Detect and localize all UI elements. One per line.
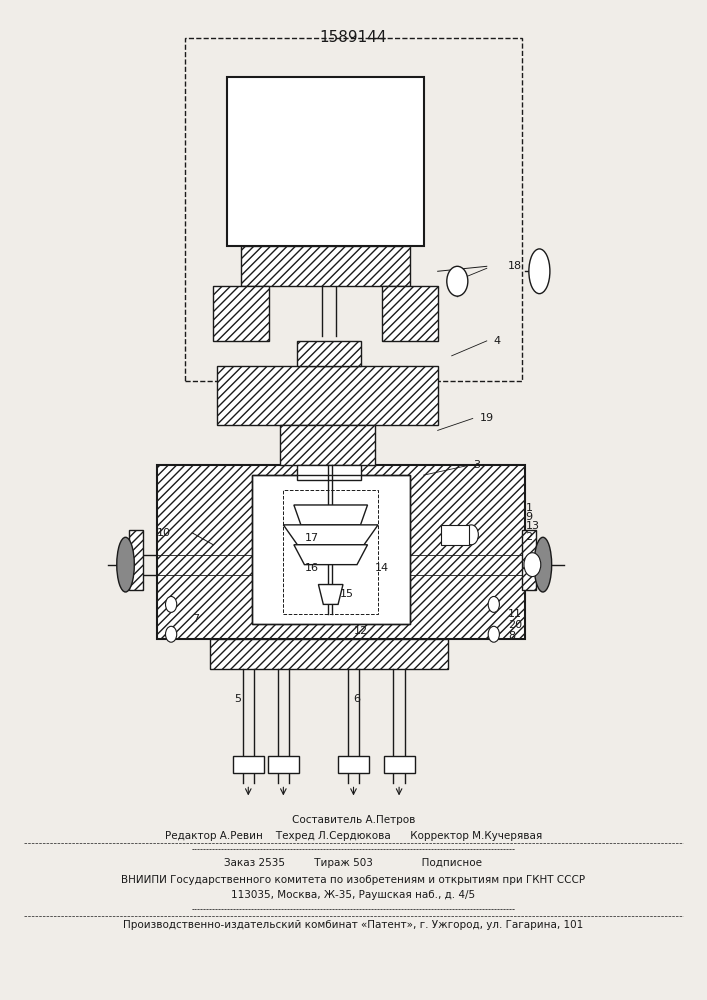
Text: 2: 2	[525, 532, 532, 542]
Circle shape	[488, 626, 499, 642]
Ellipse shape	[529, 249, 550, 294]
Bar	[210, 639, 448, 669]
Text: Производственно-издательский комбинат «Патент», г. Ужгород, ул. Гагарина, 101: Производственно-издательский комбинат «П…	[124, 920, 583, 930]
Circle shape	[464, 525, 479, 545]
Text: ВНИИПИ Государственного комитета по изобретениям и открытиям при ГКНТ СССР: ВНИИПИ Государственного комитета по изоб…	[122, 875, 585, 885]
Text: 6: 6	[354, 694, 361, 704]
Text: 14: 14	[375, 563, 389, 573]
Bar	[522, 530, 536, 589]
Bar	[129, 530, 143, 589]
Circle shape	[165, 626, 177, 642]
Ellipse shape	[534, 537, 551, 592]
Text: 9: 9	[525, 512, 532, 522]
Bar	[298, 341, 361, 366]
Bar	[298, 465, 361, 480]
Text: Редактор А.Ревин    Техред Л.Сердюкова      Корректор М.Кучерявая: Редактор А.Ревин Техред Л.Сердюкова Корр…	[165, 831, 542, 841]
Text: 12: 12	[354, 626, 368, 636]
Circle shape	[524, 553, 541, 577]
Text: 1: 1	[525, 503, 532, 513]
Polygon shape	[284, 525, 378, 545]
Text: 11: 11	[508, 609, 522, 619]
Circle shape	[165, 596, 177, 612]
Text: 17: 17	[305, 533, 319, 543]
Text: 13: 13	[525, 521, 539, 531]
Text: --------------------------------------------------------------------------------: ----------------------------------------…	[192, 905, 515, 914]
Circle shape	[447, 266, 468, 296]
Text: Заказ 2535         Тираж 503               Подписное: Заказ 2535 Тираж 503 Подписное	[225, 858, 482, 868]
Text: 18: 18	[508, 261, 522, 271]
Text: 10: 10	[157, 528, 171, 538]
Text: 7: 7	[192, 614, 199, 624]
Text: 8: 8	[508, 631, 515, 641]
Polygon shape	[318, 585, 343, 604]
Bar	[441, 525, 469, 545]
Text: 1589144: 1589144	[320, 30, 387, 45]
Bar	[384, 756, 414, 773]
Bar	[241, 246, 409, 286]
Bar	[252, 475, 409, 624]
Text: 19: 19	[480, 413, 494, 423]
Text: 3: 3	[473, 460, 480, 470]
Polygon shape	[294, 505, 368, 525]
Bar	[280, 425, 375, 465]
Text: Составитель А.Петров: Составитель А.Петров	[292, 815, 415, 825]
Circle shape	[488, 596, 499, 612]
Bar	[185, 38, 522, 381]
Bar	[252, 475, 409, 624]
Polygon shape	[294, 545, 368, 565]
Bar	[284, 490, 378, 614]
Bar	[214, 286, 269, 341]
Text: 5: 5	[234, 694, 241, 704]
Bar	[157, 465, 525, 639]
Bar	[227, 77, 423, 246]
Text: 16: 16	[305, 563, 318, 573]
Bar	[217, 366, 438, 425]
Text: --------------------------------------------------------------------------------: ----------------------------------------…	[192, 846, 515, 855]
Bar	[338, 756, 369, 773]
Bar	[382, 286, 438, 341]
Bar	[233, 756, 264, 773]
Ellipse shape	[117, 537, 134, 592]
Text: 113035, Москва, Ж-35, Раушская наб., д. 4/5: 113035, Москва, Ж-35, Раушская наб., д. …	[231, 890, 476, 900]
Bar	[268, 756, 299, 773]
Text: 20: 20	[508, 620, 522, 630]
Text: 15: 15	[339, 589, 354, 599]
Text: 4: 4	[493, 336, 501, 346]
